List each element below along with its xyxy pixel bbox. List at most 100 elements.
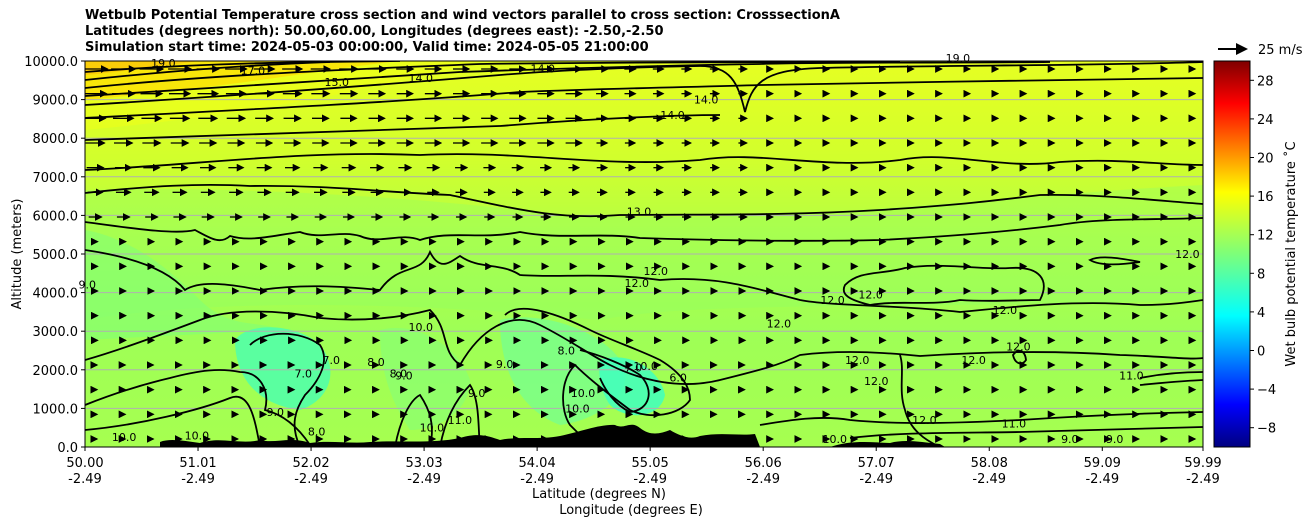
colorbar-tick-label: −4 <box>1257 383 1276 398</box>
colorbar-tick-label: 20 <box>1257 152 1274 167</box>
x-tick-label-lon: -2.49 <box>181 472 215 487</box>
contour-label: 10.0 <box>571 387 596 400</box>
x-tick-label-lon: -2.49 <box>1186 472 1220 487</box>
contour-label: 9.0 <box>78 279 96 292</box>
contour-label: 12.0 <box>864 375 889 388</box>
y-tick-label: 4000.0 <box>33 287 79 302</box>
contour-label: 10.0 <box>633 360 658 373</box>
contour-label: 8.0 <box>308 425 326 438</box>
x-tick-label-lat: 59.99 <box>1184 456 1221 471</box>
colorbar-label: Wet bulb potential temperature ˚C <box>1283 141 1299 366</box>
contour-label: 12.0 <box>1006 341 1031 354</box>
contour-line <box>1088 256 1141 266</box>
y-tick-label: 2000.0 <box>33 364 79 379</box>
colorbar-ticks: −8 −4 0 4 8 12 16 20 24 28 <box>1250 74 1276 437</box>
y-gridlines <box>85 61 1203 447</box>
contour-line <box>394 393 433 447</box>
contour-label: 17.0 <box>241 65 266 78</box>
contour-label: 6.0 <box>669 371 687 384</box>
contour-label: 10.0 <box>823 433 848 446</box>
x-tick-label-lat: 54.04 <box>519 456 556 471</box>
contour-label: 9.0 <box>1061 433 1079 446</box>
y-tick-label: 1000.0 <box>33 402 79 417</box>
contour-line <box>899 354 941 447</box>
x-axis-label-2: Longitude (degrees E) <box>559 503 703 518</box>
colorbar-tick-label: 24 <box>1257 113 1274 128</box>
colorbar-tick-label: 28 <box>1257 74 1274 89</box>
x-tick-label-lat: 52.02 <box>292 456 329 471</box>
contour-label: 10.0 <box>185 429 210 442</box>
contour-label: 14.0 <box>530 63 555 76</box>
contour-label: 8.0 <box>557 344 575 357</box>
y-tick-label: 0.0 <box>57 441 78 456</box>
contour-line <box>579 349 650 413</box>
contour-label: 19.0 <box>946 52 971 65</box>
chart-title-line3: Simulation start time: 2024-05-03 00:00:… <box>85 40 649 55</box>
x-tick-label-lon: -2.49 <box>633 472 667 487</box>
chart-title-line1: Wetbulb Potential Temperature cross sect… <box>85 8 840 23</box>
contour-label: 12.0 <box>644 265 669 278</box>
contour-line <box>1139 371 1203 379</box>
contour-labels: 19.0 17.0 15.0 14.0 14.0 19.0 14.0 14.0 13.0 12.0… <box>78 52 1199 446</box>
contour-line <box>85 77 1203 119</box>
contour-label: 7.0 <box>294 368 312 381</box>
x-axis-label: Latitude (degrees N) <box>532 487 666 502</box>
contour-label: 14.0 <box>408 72 433 85</box>
colorbar-tick-label: 0 <box>1257 345 1265 360</box>
colorbar <box>1213 60 1251 448</box>
terrain <box>830 441 945 447</box>
x-axis: 50.00-2.4951.01-2.4952.02-2.4953.03-2.49… <box>66 447 1222 487</box>
contour-label: 9.0 <box>1106 433 1124 446</box>
wind-key-label: 25 m/s <box>1258 43 1303 58</box>
contour-line <box>85 395 261 447</box>
contour-label: 10.0 <box>420 422 445 435</box>
contour-label: 14.0 <box>660 109 685 122</box>
contour-label: 9.0 <box>395 369 413 382</box>
y-axis: 0.0 1000.0 2000.0 3000.0 4000.0 5000.0 6000.0 7… <box>24 55 85 456</box>
contour-label: 14.0 <box>694 93 719 106</box>
y-axis-label: Altitude (meters) <box>10 199 25 310</box>
contour-line <box>439 383 481 447</box>
colorbar-tick-label: 4 <box>1257 306 1265 321</box>
contour-label: 12.0 <box>624 277 649 290</box>
contour-label: 12.0 <box>961 354 986 367</box>
contour-label: 11.0 <box>1002 418 1027 431</box>
x-tick-label-lon: -2.49 <box>859 472 893 487</box>
contour-line <box>504 307 691 447</box>
colorbar-tick-label: 8 <box>1257 267 1265 282</box>
contour-label: 9.0 <box>267 406 285 419</box>
contour-line <box>842 264 1045 306</box>
x-tick-label-lon: -2.49 <box>746 472 780 487</box>
x-tick-label-lat: 59.09 <box>1084 456 1121 471</box>
contour-label: 11.0 <box>448 414 473 427</box>
y-tick-label: 8000.0 <box>33 132 79 147</box>
contour-label: 12.0 <box>912 414 937 427</box>
x-tick-label-lat: 58.08 <box>971 456 1008 471</box>
contour-line <box>85 369 311 446</box>
contour-label: 12.0 <box>1175 248 1200 261</box>
x-tick-label-lon: -2.49 <box>407 472 441 487</box>
y-tick-label: 6000.0 <box>33 209 79 224</box>
contour-label: 15.0 <box>325 76 350 89</box>
y-tick-label: 5000.0 <box>33 248 79 263</box>
contour-line <box>1139 379 1203 386</box>
contour-line <box>849 426 1203 439</box>
y-tick-label: 7000.0 <box>33 171 79 186</box>
contour-label: 19.0 <box>151 57 176 70</box>
x-tick-label-lon: -2.49 <box>1085 472 1119 487</box>
contour-label: 13.0 <box>627 205 652 218</box>
x-tick-label-lat: 50.00 <box>66 456 103 471</box>
contour-label: 7.0 <box>625 362 643 375</box>
x-tick-label-lon: -2.49 <box>972 472 1006 487</box>
contour-label: 10.0 <box>565 402 590 415</box>
y-tick-label: 9000.0 <box>33 94 79 109</box>
contour-line <box>85 61 901 89</box>
contour-label: 9.0 <box>468 387 486 400</box>
contour-line <box>85 153 1203 171</box>
contour-label: 11.0 <box>1119 369 1144 382</box>
contour-line <box>1012 349 1027 365</box>
contour-label: 12.0 <box>845 354 870 367</box>
colorbar-tick-label: −8 <box>1257 422 1276 437</box>
x-tick-label-lat: 55.05 <box>632 456 669 471</box>
